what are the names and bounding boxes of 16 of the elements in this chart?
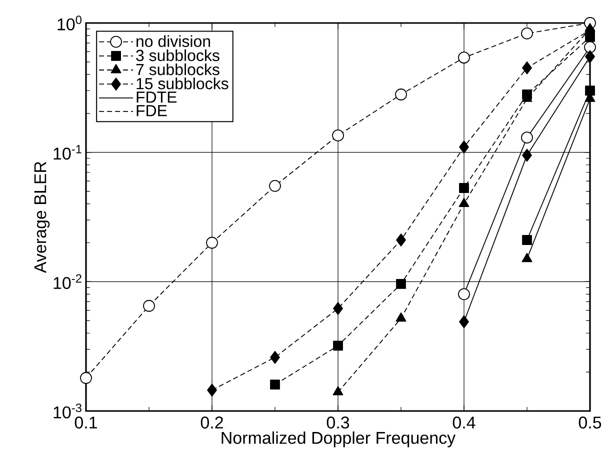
x-axis-title: Normalized Doppler Frequency [222, 431, 456, 448]
x-tick-label: 0.3 [326, 416, 350, 429]
legend-label: FDE [136, 105, 167, 116]
legend-label: no division [136, 35, 210, 48]
x-tick-label: 0.2 [200, 416, 223, 429]
x-tick-label: 0.5 [578, 416, 602, 429]
y-tick-label: 10$^{0}$ [58, 16, 82, 30]
legend-label: 7 subblocks [136, 63, 220, 76]
y-axis-title: Average BLER [34, 162, 50, 274]
y-tick-label: 10$^{-1}$ [54, 145, 82, 160]
x-tick-label: 0.1 [74, 416, 97, 429]
x-tick-label: 0.4 [452, 416, 476, 429]
legend-label: FDTE [136, 92, 177, 103]
legend-label: 3 subblocks [136, 49, 220, 62]
legend-label: 15 subblocks [136, 78, 228, 90]
y-tick-label: 10$^{-2}$ [54, 274, 82, 290]
